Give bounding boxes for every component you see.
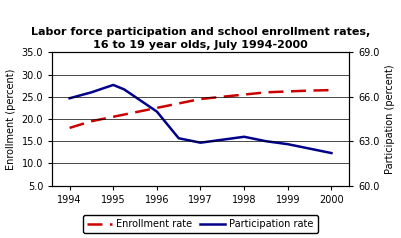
Title: Labor force participation and school enrollment rates,
16 to 19 year olds, July : Labor force participation and school enr…: [31, 27, 370, 50]
Legend: Enrollment rate, Participation rate: Enrollment rate, Participation rate: [83, 215, 318, 233]
Y-axis label: Participation (percent): Participation (percent): [385, 64, 395, 174]
Y-axis label: Enrollment (percent): Enrollment (percent): [6, 68, 16, 170]
